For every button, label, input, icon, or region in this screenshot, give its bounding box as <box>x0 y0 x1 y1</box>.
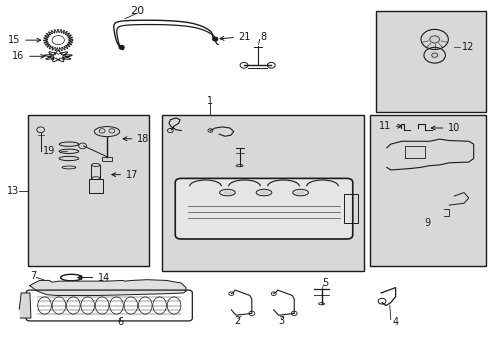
Text: 8: 8 <box>260 32 266 42</box>
Circle shape <box>426 34 442 45</box>
Ellipse shape <box>259 191 268 194</box>
Text: 4: 4 <box>392 317 398 327</box>
Bar <box>102 157 112 161</box>
Text: 16: 16 <box>12 51 44 61</box>
Text: 5: 5 <box>321 278 327 288</box>
Text: 2: 2 <box>234 316 240 325</box>
Circle shape <box>119 45 124 49</box>
Text: 7: 7 <box>30 271 36 281</box>
Text: 18: 18 <box>123 134 149 144</box>
Text: 10: 10 <box>430 123 460 133</box>
Bar <box>27 116 149 266</box>
Text: 9: 9 <box>424 218 430 228</box>
Bar <box>369 116 485 266</box>
Text: 3: 3 <box>278 316 284 325</box>
Text: 19: 19 <box>43 146 55 156</box>
Bar <box>375 12 485 112</box>
Text: 6: 6 <box>117 317 123 327</box>
Text: 20: 20 <box>130 6 144 16</box>
Text: 11: 11 <box>378 121 401 131</box>
Text: 12: 12 <box>461 42 473 52</box>
Bar <box>89 179 102 193</box>
Circle shape <box>428 51 440 59</box>
Text: 1: 1 <box>207 96 213 106</box>
Text: 13: 13 <box>7 186 20 196</box>
Polygon shape <box>30 280 185 296</box>
Circle shape <box>212 37 217 41</box>
Text: 15: 15 <box>8 35 41 45</box>
FancyBboxPatch shape <box>175 179 352 239</box>
Ellipse shape <box>223 191 231 194</box>
Bar <box>344 194 357 223</box>
Text: 21: 21 <box>220 32 250 41</box>
Bar <box>161 116 363 271</box>
Ellipse shape <box>296 191 305 194</box>
Text: 17: 17 <box>112 170 138 180</box>
Polygon shape <box>19 293 31 318</box>
Text: 14: 14 <box>78 273 110 283</box>
